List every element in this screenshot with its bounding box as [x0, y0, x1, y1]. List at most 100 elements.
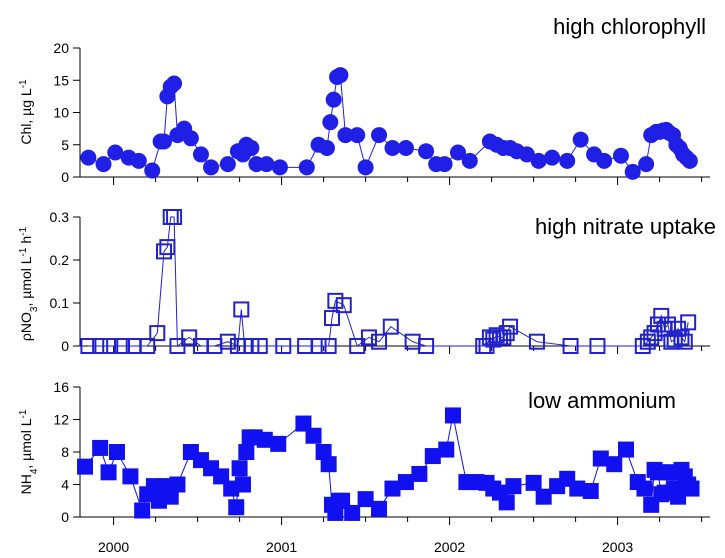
nh4-data-point: [108, 444, 125, 460]
ammonium-ylabel: NH4, µmol L-1: [18, 409, 40, 494]
no3-data-point: [166, 209, 183, 225]
chl-data-point: [530, 152, 547, 169]
nh4-data-point: [582, 483, 599, 499]
chl-data-point: [450, 144, 466, 161]
nh4-data-point: [270, 435, 287, 452]
chl-data-point: [418, 143, 435, 160]
nh4-data-point: [327, 504, 344, 521]
no3-data-point: [219, 333, 236, 350]
no3-data-point: [102, 338, 119, 354]
nh4-data-point: [122, 468, 139, 485]
chl-y-tick-label: 15: [53, 72, 69, 88]
x-tick-label-2001: 2001: [266, 539, 297, 555]
chl-data-point: [332, 67, 349, 84]
chl-data-point: [271, 159, 288, 176]
no3-data-point: [92, 338, 109, 354]
nh4-data-point: [315, 444, 332, 460]
no3-data-point: [159, 239, 176, 256]
no3-data-point: [502, 318, 519, 335]
nh4-y-tick-label: 16: [53, 379, 69, 395]
chl-data-point: [95, 156, 112, 173]
nh4-data-point: [438, 441, 455, 458]
nh4-data-point: [535, 488, 552, 505]
nh4-data-point: [92, 439, 109, 456]
no3-data-point: [327, 292, 344, 309]
nh4-data-point: [606, 456, 623, 473]
chl-panel: 0 5 10 15 20: [53, 40, 710, 185]
chl-data-point: [357, 159, 374, 176]
nh4-data-point: [320, 456, 337, 473]
no3-data-point: [562, 338, 579, 354]
nh4-data-point: [295, 415, 312, 432]
chl-data-point: [298, 159, 315, 176]
nitrate-annotation: high nitrate uptake: [535, 214, 716, 239]
nh4-data-point: [618, 441, 634, 458]
nh4-data-point: [169, 476, 186, 493]
nh4-data-point: [592, 450, 609, 467]
no3-data-point: [335, 297, 352, 314]
chl-data-point: [219, 156, 236, 173]
chl-y-tick-label: 20: [53, 40, 69, 56]
x-tick-label-2002: 2002: [434, 539, 465, 555]
chl-data-point: [572, 131, 589, 148]
no3-data-point: [349, 338, 366, 354]
nh4-data-point: [357, 491, 374, 508]
nh4-data-point: [213, 468, 230, 485]
no3-y-tick-label: 0: [61, 338, 69, 354]
nh4-data-point: [411, 465, 428, 482]
nh4-y-tick-label: 8: [61, 444, 69, 460]
nh4-data-point: [305, 427, 322, 444]
nh4-data-point: [444, 407, 461, 424]
chl-y-tick-label: 10: [53, 105, 69, 121]
no3-data-point: [680, 314, 697, 331]
nh4-data-point: [228, 499, 245, 516]
nh4-data-point: [231, 460, 248, 477]
chl-data-point: [397, 139, 414, 156]
no3-data-point: [646, 325, 663, 342]
nh4-data-point: [683, 480, 700, 497]
chl-data-point: [612, 147, 629, 164]
no3-data-point: [169, 338, 186, 354]
nh4-data-point: [424, 448, 441, 465]
no3-data-point: [382, 318, 399, 335]
no3-data-point: [275, 338, 292, 354]
no3-y-tick-label: 0.1: [50, 295, 70, 311]
nh4-data-point: [344, 504, 361, 521]
ammonium-annotation: low ammonium: [528, 388, 676, 413]
no3-data-point: [360, 329, 377, 346]
chl-data-point: [371, 127, 388, 144]
chl-data-point: [544, 149, 561, 166]
no3-data-point: [418, 338, 435, 354]
nh4-data-point: [234, 476, 251, 493]
chl-ylabel: Chl, µg L-1: [18, 79, 35, 145]
chl-data-point: [80, 149, 97, 166]
chl-data-point: [166, 75, 183, 92]
chl-data-point: [624, 163, 641, 180]
no3-data-point: [673, 329, 690, 346]
nh4-y-tick-label: 0: [61, 509, 69, 525]
nh4-data-point: [238, 444, 255, 460]
chl-data-point: [182, 130, 199, 147]
no3-data-point: [528, 333, 545, 350]
chl-data-point: [156, 133, 172, 150]
no3-data-point: [371, 333, 388, 350]
no3-data-point: [80, 338, 97, 354]
nh4-data-point: [525, 474, 542, 491]
no3-data-point: [139, 338, 156, 354]
no3-data-point: [114, 338, 130, 354]
x-tick-label-2003: 2003: [602, 539, 633, 555]
nh4-data-point: [498, 494, 515, 511]
no3-data-point: [660, 316, 676, 333]
chl-y-tick-label: 5: [61, 137, 69, 153]
no3-data-point: [676, 333, 693, 350]
chl-y-tick-label: 0: [61, 169, 69, 185]
no3-data-point: [634, 338, 651, 354]
chl-data-point: [322, 114, 339, 131]
no3-data-point: [324, 310, 340, 327]
no3-y-tick-label: 0.3: [50, 209, 70, 225]
chl-data-point: [203, 159, 220, 176]
nitrate-panel: 0 0.1 0.2 0.3: [50, 209, 710, 354]
no3-data-point: [233, 301, 250, 318]
nh4-data-point: [134, 502, 151, 519]
